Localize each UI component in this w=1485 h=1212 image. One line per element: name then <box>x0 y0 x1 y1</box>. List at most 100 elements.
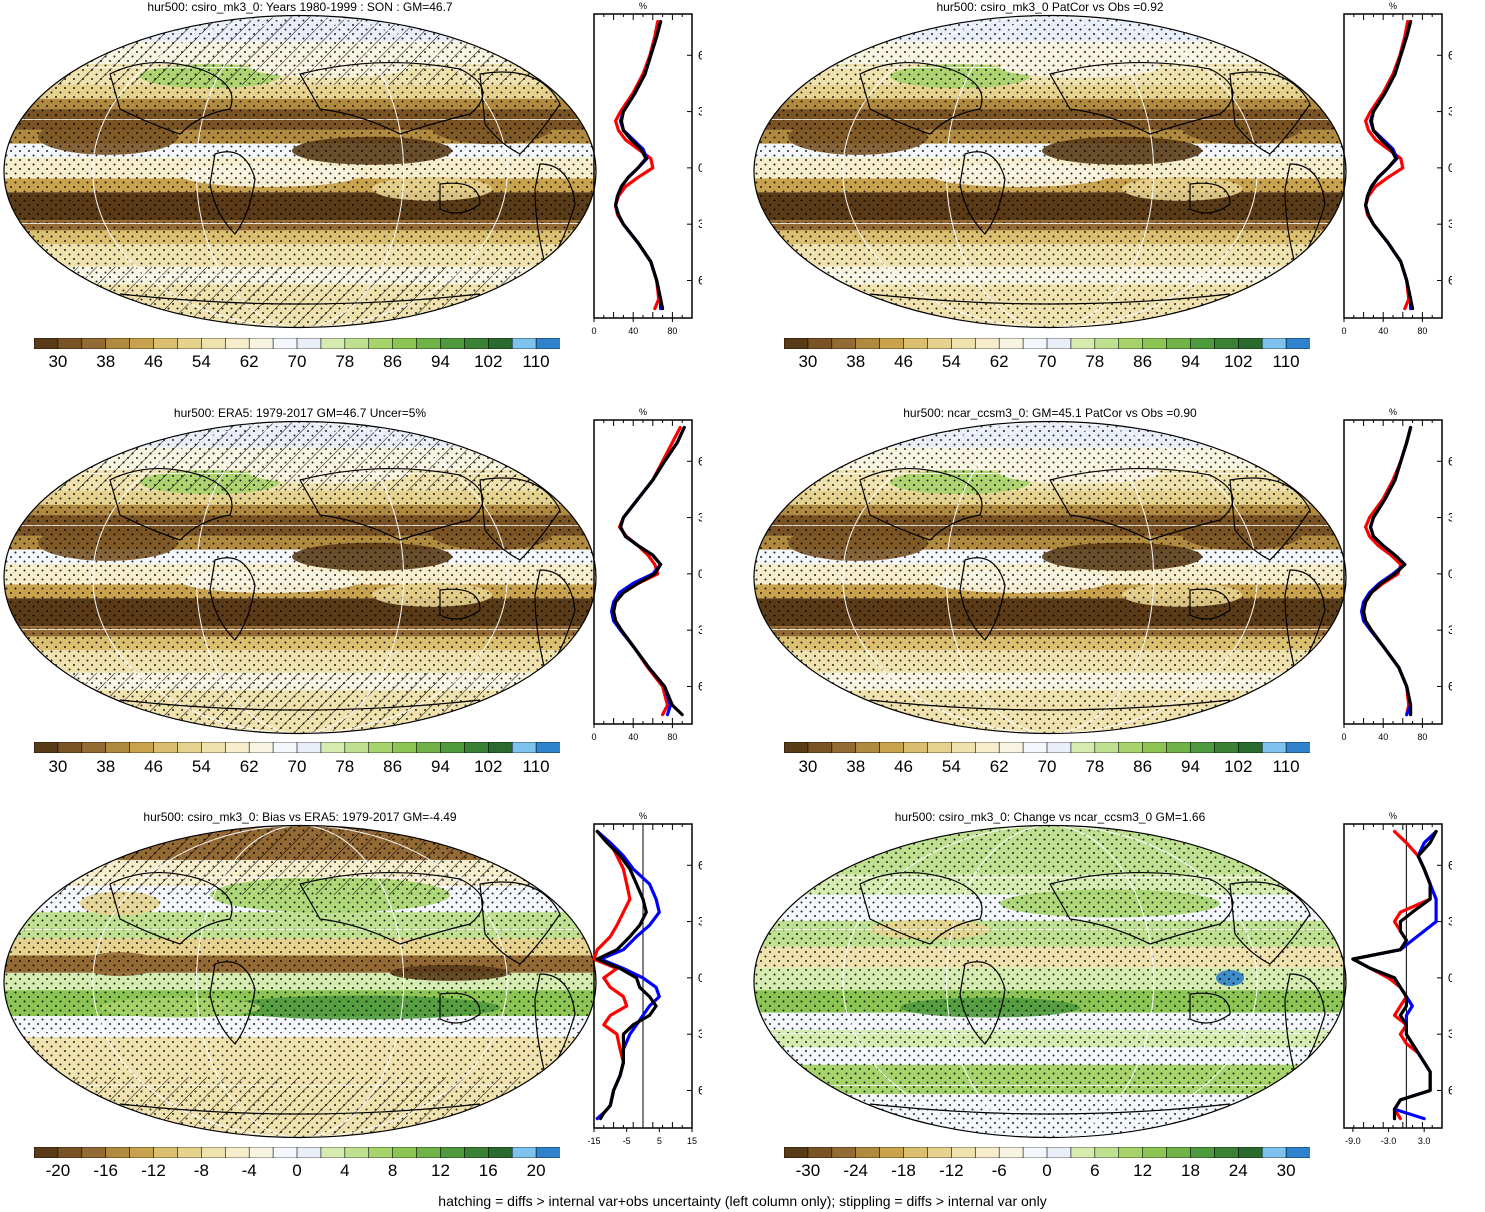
zonal-profile: % 60N 30N 0 30S 60S 0 40 80 <box>591 407 702 742</box>
colorbar-swatch <box>201 742 227 753</box>
colorbar-swatch <box>1070 742 1096 753</box>
colorbar-swatch <box>34 338 59 349</box>
profile-line-ref <box>613 19 665 311</box>
colorbar-swatch <box>784 338 809 349</box>
lat-tick-label: 30N <box>698 105 702 119</box>
lat-tick-label: 0 <box>1448 567 1452 581</box>
colorbar-swatch <box>344 742 370 753</box>
colorbar-swatch <box>320 1147 346 1158</box>
colorbar-swatch <box>1022 338 1048 349</box>
colorbar-swatch <box>1094 1147 1120 1158</box>
colorbar-swatch <box>1261 742 1287 753</box>
colorbar-swatch <box>1166 742 1192 753</box>
profile-unit-label: % <box>639 811 647 821</box>
colorbar-tick-label: 54 <box>941 352 961 371</box>
colorbar-swatch <box>248 338 274 349</box>
colorbar-tick-label: 78 <box>1085 757 1105 776</box>
colorbar-tick-label: 102 <box>474 352 503 371</box>
colorbar-swatch <box>487 742 513 753</box>
x-tick-label: 80 <box>667 732 677 742</box>
colorbar-swatch <box>1285 742 1310 753</box>
colorbar-swatch <box>879 1147 905 1158</box>
colorbar-swatch <box>201 1147 227 1158</box>
colorbar-tick-label: 30 <box>798 757 818 776</box>
colorbar-swatch <box>487 1147 513 1158</box>
lat-tick-label: 60N <box>1448 858 1452 872</box>
x-tick-label: 5 <box>657 1136 662 1146</box>
colorbar-swatch <box>784 1147 809 1158</box>
colorbar-swatch <box>81 742 107 753</box>
colorbar-tick-label: 46 <box>894 352 913 371</box>
colorbar-swatch <box>1070 338 1096 349</box>
colorbar-swatch <box>535 742 560 753</box>
colorbar-tick-label: 102 <box>1224 757 1253 776</box>
colorbar-labels: 30 38 46 54 62 70 78 86 94 102 110 <box>34 352 560 374</box>
lat-tick-label: 30S <box>698 623 702 637</box>
zonal-profile: % 60N 30N 0 30S 60S -9.0 -3.0 3.0 <box>1343 811 1452 1146</box>
colorbar <box>784 742 1310 753</box>
colorbar-tick-label: 38 <box>96 352 116 371</box>
colorbar-swatch <box>464 338 490 349</box>
map-panel <box>3 420 597 735</box>
lat-tick-label: 0 <box>698 971 702 985</box>
colorbar-tick-label: 24 <box>1228 1161 1248 1180</box>
colorbar-swatch <box>1166 338 1192 349</box>
colorbar-tick-label: 94 <box>430 352 450 371</box>
colorbar-swatch <box>1046 1147 1072 1158</box>
colorbar-tick-label: 86 <box>1133 352 1153 371</box>
colorbar-swatch <box>34 742 59 753</box>
profile-frame <box>593 419 693 725</box>
colorbar-swatch <box>807 742 833 753</box>
colorbar-tick-label: 30 <box>1276 1161 1296 1180</box>
colorbar-swatch <box>177 742 203 753</box>
colorbar-tick-label: 110 <box>522 352 550 371</box>
profile-line-model <box>592 829 632 1121</box>
colorbar-swatch <box>1022 1147 1048 1158</box>
colorbar-swatch <box>855 1147 881 1158</box>
x-tick-label: -9.0 <box>1345 1136 1361 1146</box>
x-tick-label: 0 <box>591 732 596 742</box>
profile-unit-label: % <box>639 1 647 11</box>
profile-unit-label: % <box>1389 1 1397 11</box>
colorbar-tick-label: 78 <box>335 352 355 371</box>
lat-tick-label: 30S <box>1448 623 1452 637</box>
zonal-profile: % 60N 30N 0 30S 60S -15 -5 5 15 <box>587 811 702 1146</box>
profile-line-ref <box>595 829 658 1121</box>
lat-tick-label: 60S <box>698 273 702 287</box>
colorbar <box>784 1147 1310 1158</box>
colorbar-swatch <box>879 742 905 753</box>
lat-tick-label: 60S <box>1448 679 1452 693</box>
colorbar-tick-label: 110 <box>1272 757 1300 776</box>
colorbar-tick-label: 46 <box>144 352 163 371</box>
profile-line-model <box>612 425 682 717</box>
colorbar-swatch <box>784 742 809 753</box>
colorbar-swatch <box>416 1147 442 1158</box>
colorbar-swatch <box>344 338 370 349</box>
colorbar-tick-label: -4 <box>241 1161 257 1180</box>
colorbar-swatch <box>903 338 929 349</box>
colorbar-swatch <box>201 338 227 349</box>
colorbar-swatch <box>1166 1147 1192 1158</box>
colorbar-swatch <box>903 742 929 753</box>
lat-tick-label: 0 <box>1448 161 1452 175</box>
colorbar-tick-label: 38 <box>96 757 116 776</box>
colorbar-swatch <box>1118 338 1144 349</box>
colorbar-swatch <box>1142 338 1168 349</box>
colorbar-tick-label: 54 <box>191 757 211 776</box>
zonal-profile: % 60N 30N 0 30S 60S 0 40 80 <box>1341 407 1452 742</box>
colorbar-swatch <box>1214 742 1240 753</box>
colorbar-tick-label: 102 <box>474 757 503 776</box>
colorbar-swatch <box>177 1147 203 1158</box>
colorbar-swatch <box>224 338 250 349</box>
colorbar-tick-label: 12 <box>1133 1161 1153 1180</box>
x-tick-label: 3.0 <box>1418 1136 1431 1146</box>
colorbar-swatch <box>1237 338 1263 349</box>
colorbar-swatch <box>1142 1147 1168 1158</box>
colorbar-swatch <box>1261 1147 1287 1158</box>
colorbar-swatch <box>1046 338 1072 349</box>
panel-title: hur500: csiro_mk3_0 PatCor vs Obs =0.92 <box>936 0 1164 14</box>
lat-tick-label: 0 <box>698 567 702 581</box>
colorbar-swatch <box>1190 1147 1216 1158</box>
colorbar-tick-label: -16 <box>93 1161 119 1180</box>
colorbar-swatch <box>831 338 857 349</box>
